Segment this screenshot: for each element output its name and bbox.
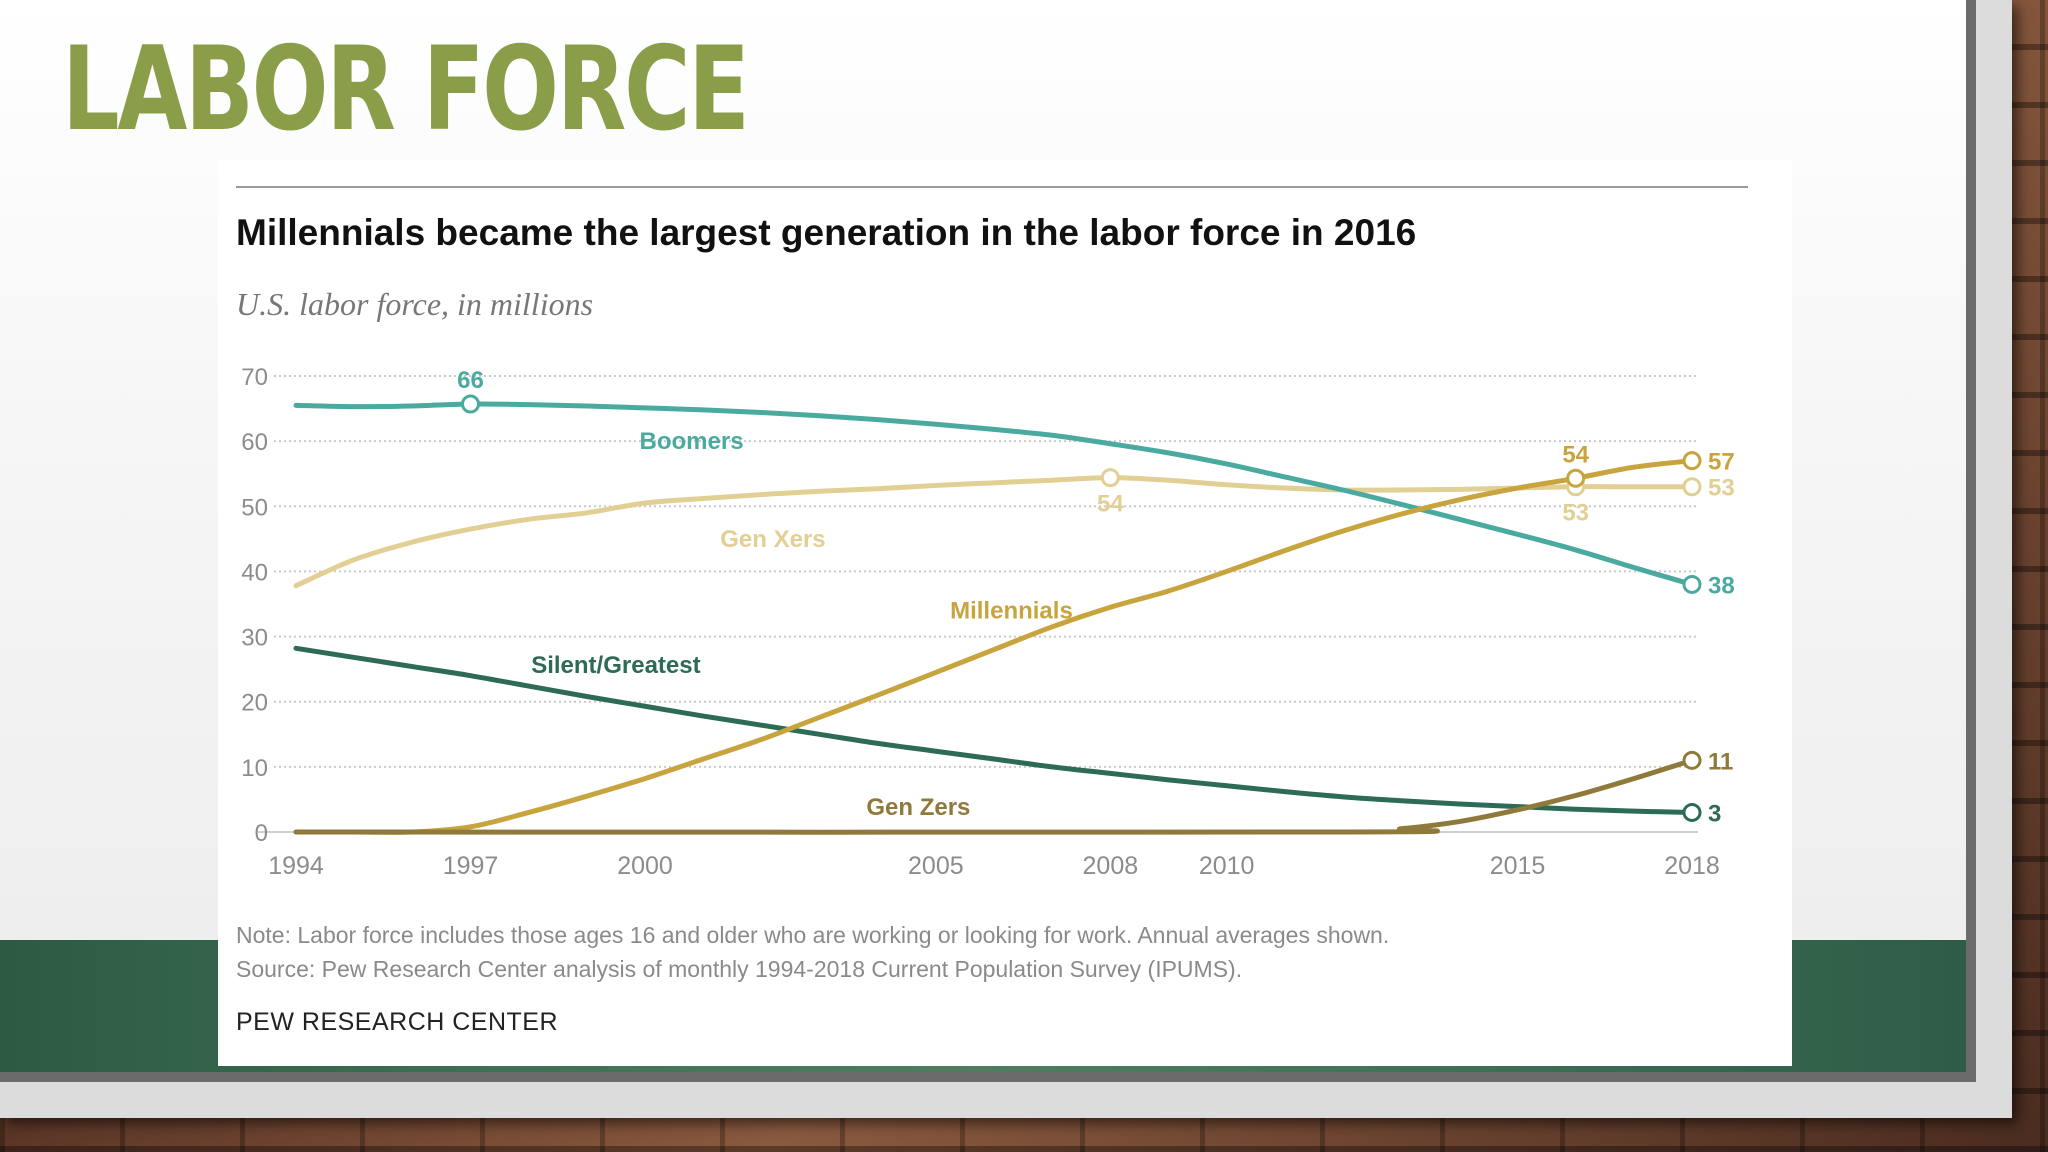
x-tick-label: 1997 — [443, 852, 499, 880]
data-label-millennials: 54 — [1562, 441, 1589, 468]
x-tick-label: 2010 — [1199, 852, 1255, 880]
y-tick-label: 10 — [241, 755, 268, 782]
marker-silent-greatest — [1682, 802, 1702, 822]
x-tick-label: 2018 — [1664, 852, 1720, 880]
publisher-name: PEW RESEARCH CENTER — [236, 1008, 559, 1036]
y-tick-label: 70 — [241, 364, 268, 391]
chart-card: Millennials became the largest generatio… — [218, 160, 1792, 1066]
marker-millennials — [1682, 451, 1702, 471]
x-tick-label: 2008 — [1083, 852, 1139, 880]
top-rule — [236, 186, 1748, 188]
slide: LABOR FORCE Millennials became the large… — [0, 0, 2012, 1118]
data-label-gen-zers: 11 — [1708, 748, 1733, 775]
data-label-silent-greatest: 3 — [1708, 800, 1721, 827]
x-tick-label: 2000 — [617, 852, 673, 880]
x-tick-label: 2015 — [1490, 852, 1546, 880]
data-label-gen-xers: 54 — [1097, 491, 1124, 518]
y-tick-label: 40 — [241, 559, 268, 586]
series-label-gen-zers: Gen Zers — [866, 794, 970, 821]
data-label-gen-xers: 53 — [1562, 500, 1589, 527]
series-line-boomers — [293, 401, 1695, 587]
series-label-gen-xers: Gen Xers — [720, 526, 825, 553]
y-tick-label: 50 — [241, 494, 268, 521]
series-label-millennials: Millennials — [950, 598, 1073, 625]
marker-boomers — [461, 394, 480, 414]
series-label-silent-greatest: Silent/Greatest — [531, 652, 700, 679]
y-tick-label: 20 — [241, 690, 268, 717]
marker-millennials — [1566, 468, 1586, 488]
line-chart: 0 10 20 30 40 50 60 70 1994 1997 2000 2005 2008 2010 2… — [241, 364, 1735, 880]
marker-gen-xers — [1682, 477, 1702, 497]
data-label-boomers: 66 — [457, 367, 484, 394]
y-tick-label: 30 — [241, 625, 268, 652]
slide-frame-bottom — [0, 1072, 1976, 1082]
chart-note: Note: Labor force includes those ages 16… — [236, 922, 1390, 948]
y-tick-label: 60 — [241, 429, 268, 456]
data-label-boomers: 38 — [1708, 572, 1735, 599]
data-label-gen-xers: 53 — [1708, 475, 1735, 502]
x-tick-label: 1994 — [268, 852, 324, 880]
x-tick-label: 2005 — [908, 852, 964, 880]
slide-frame-right — [1966, 0, 1976, 1082]
series-line-millennials — [293, 458, 1695, 835]
chart-source: Source: Pew Research Center analysis of … — [236, 956, 1243, 982]
y-tick-label: 0 — [255, 820, 268, 847]
series-line-silent-greatest — [293, 645, 1695, 815]
chart-title: Millennials became the largest generatio… — [236, 212, 1417, 253]
series-line-gen-xers — [293, 475, 1695, 589]
series-line-gen-zers — [293, 757, 1695, 835]
chart-subtitle: U.S. labor force, in millions — [236, 286, 594, 322]
marker-gen-xers — [1100, 468, 1120, 488]
series-label-boomers: Boomers — [640, 428, 744, 455]
marker-boomers — [1682, 574, 1702, 594]
marker-gen-zers — [1682, 750, 1702, 770]
slide-title: LABOR FORCE — [62, 22, 750, 157]
data-label-millennials: 57 — [1708, 449, 1735, 476]
